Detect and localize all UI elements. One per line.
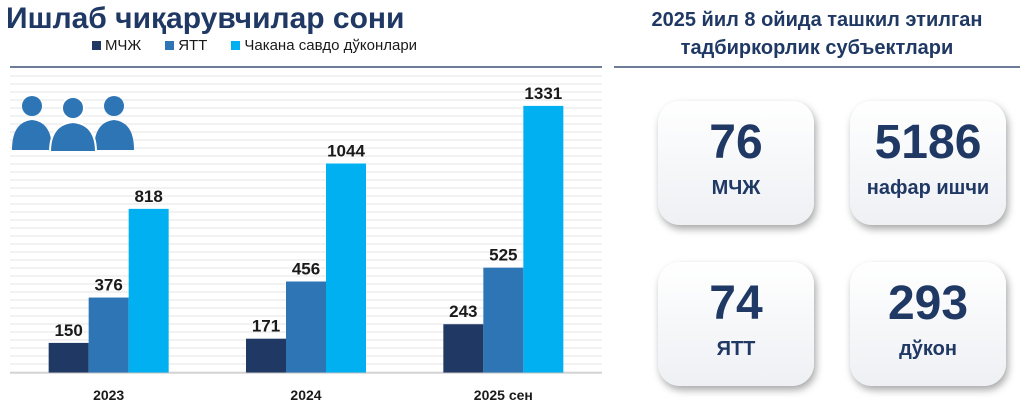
data-label-1-2: 1044 xyxy=(327,142,365,161)
stat-card-workers: 5186 нафар ишчи xyxy=(850,101,1006,225)
legend-item-retail: Чакана савдо дўконлари xyxy=(231,37,417,54)
bar-2-1 xyxy=(483,267,524,373)
bar-0-0 xyxy=(48,342,89,373)
stat-label-mchzh: МЧЖ xyxy=(711,177,761,199)
legend-label-ytt: ЯТТ xyxy=(178,36,208,54)
right-title-line-2: тадбиркорлик субъектлари xyxy=(680,37,954,59)
legend-swatch-retail xyxy=(231,40,241,50)
x-tick-label-0: 2023 xyxy=(93,387,124,403)
stat-label-shops: дўкон xyxy=(899,338,957,360)
chart-legend: МЧЖ ЯТТ Чакана савдо дўконлари xyxy=(92,36,417,54)
data-label-2-0: 243 xyxy=(449,302,477,321)
right-panel-title: 2025 йил 8 ойида ташкил этилган тадбирко… xyxy=(614,6,1020,62)
legend-label-retail: Чакана савдо дўконлари xyxy=(244,36,418,54)
legend-swatch-mchzh xyxy=(92,40,101,50)
bar-2-2 xyxy=(523,105,564,374)
bar-1-1 xyxy=(286,281,326,373)
legend-swatch-ytt xyxy=(165,40,175,50)
data-label-1-0: 171 xyxy=(252,317,280,336)
data-label-0-2: 818 xyxy=(134,187,162,206)
stat-label-workers: нафар ишчи xyxy=(866,177,990,199)
chart-title: Ишлаб чиқарувчилар сони xyxy=(6,2,405,35)
data-label-2-1: 525 xyxy=(489,246,517,265)
x-tick-label-2: 2025 сен xyxy=(474,387,533,403)
stat-value-mchzh: 76 xyxy=(709,116,763,169)
legend-item-mchzh: МЧЖ xyxy=(92,37,141,54)
data-label-0-0: 150 xyxy=(54,321,82,340)
stat-value-workers: 5186 xyxy=(874,116,982,169)
data-label-1-1: 456 xyxy=(292,259,320,278)
bar-0-2 xyxy=(128,208,169,373)
stat-card-shops: 293 дўкон xyxy=(850,262,1006,386)
bar-1-2 xyxy=(326,163,366,373)
right-title-line-1: 2025 йил 8 ойида ташкил этилган xyxy=(651,9,983,31)
left-divider xyxy=(10,66,602,68)
bar-0-1 xyxy=(88,297,129,373)
bar-1-0 xyxy=(246,338,286,373)
stat-label-ytt: ЯТТ xyxy=(716,338,756,360)
people-group-icon xyxy=(12,96,134,153)
data-label-0-1: 376 xyxy=(94,276,122,295)
legend-label-mchzh: МЧЖ xyxy=(105,36,142,54)
bar-chart: 150 376 818 2023 171 456 1044 2024 243 525 1331 202… xyxy=(10,75,602,403)
stat-card-mchzh: 76 МЧЖ xyxy=(658,101,814,225)
stat-card-ytt: 74 ЯТТ xyxy=(658,262,814,386)
data-label-2-2: 1331 xyxy=(524,84,562,103)
legend-item-ytt: ЯТТ xyxy=(165,37,207,54)
stat-value-shops: 293 xyxy=(887,277,969,330)
right-divider xyxy=(614,66,1020,68)
x-tick-label-1: 2024 xyxy=(290,387,321,403)
stat-value-ytt: 74 xyxy=(709,277,763,330)
bar-2-0 xyxy=(443,324,484,373)
